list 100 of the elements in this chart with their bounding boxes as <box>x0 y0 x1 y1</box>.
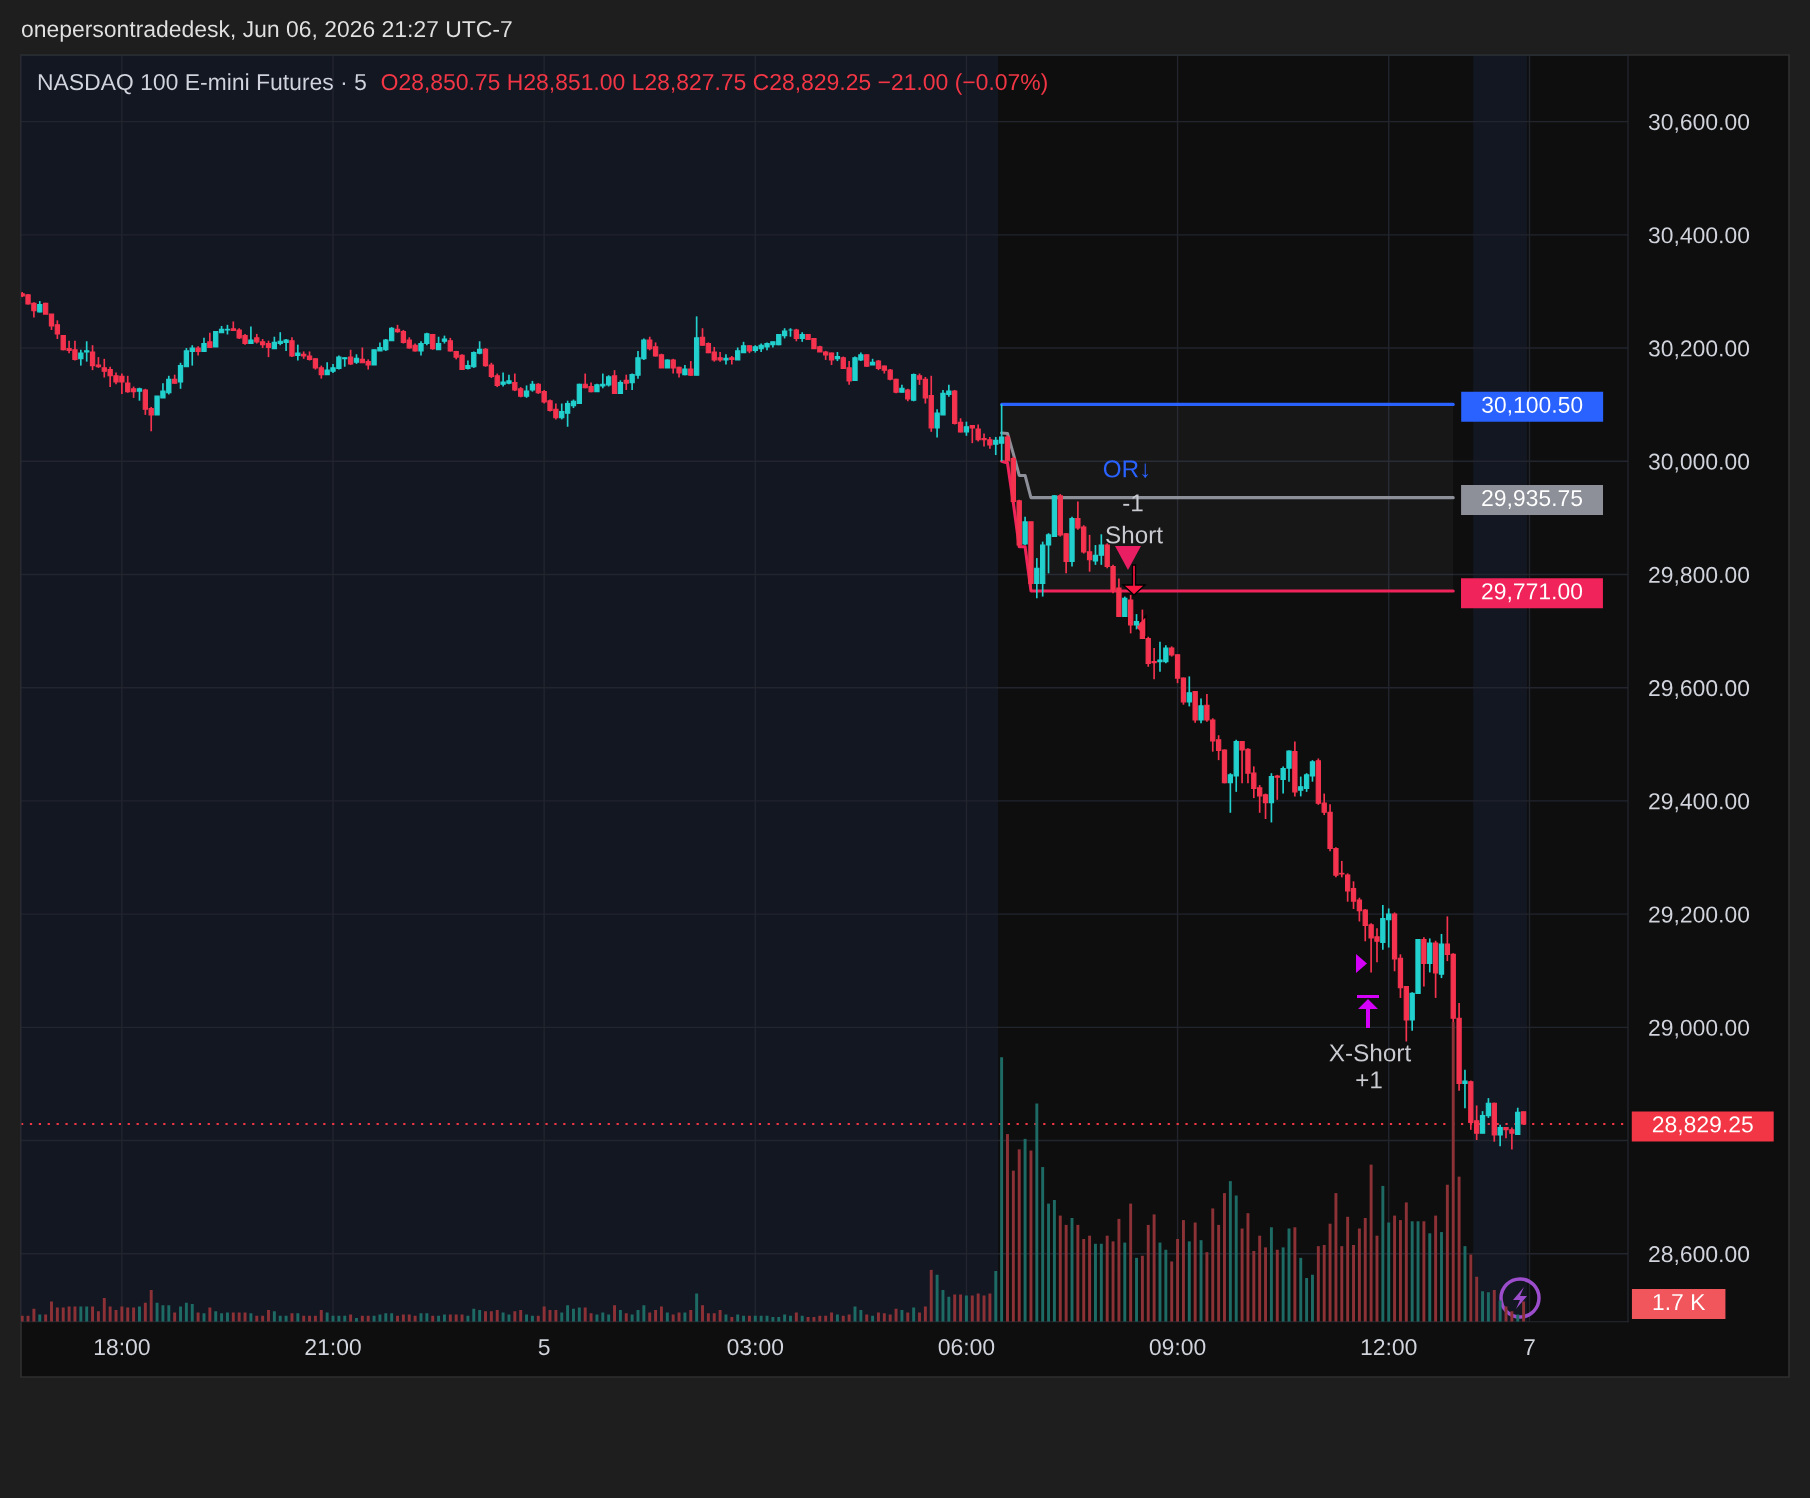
bar <box>1094 1243 1097 1322</box>
bar <box>384 1313 388 1322</box>
candlestick <box>1497 1123 1503 1148</box>
bar <box>1410 1221 1414 1322</box>
candlestick <box>1462 1068 1468 1110</box>
bar <box>701 1305 704 1322</box>
bar <box>501 1312 505 1322</box>
bar <box>1481 1291 1485 1322</box>
candlestick <box>1427 937 1433 974</box>
bar <box>55 1307 59 1322</box>
bar <box>1187 1241 1191 1322</box>
bar <box>654 1310 658 1322</box>
bar <box>21 1315 24 1322</box>
bar <box>126 1307 130 1322</box>
y-tick-label: 29,800.00 <box>1649 566 1750 586</box>
bar <box>1445 1184 1449 1322</box>
bar <box>1006 1134 1009 1322</box>
bar <box>1492 1289 1496 1322</box>
bar <box>683 1312 687 1322</box>
bar <box>267 1310 270 1322</box>
bar <box>1463 1246 1467 1322</box>
bar <box>73 1306 77 1322</box>
bar <box>613 1305 616 1322</box>
bar <box>648 1312 652 1322</box>
bar <box>1164 1249 1168 1322</box>
bar <box>994 1271 998 1322</box>
bar <box>1381 1185 1385 1322</box>
bar <box>96 1311 100 1322</box>
bar <box>1228 1181 1232 1322</box>
y-tick-label: 29,000.00 <box>1649 1019 1750 1039</box>
x-tick-label: 7 <box>1524 1339 1535 1355</box>
bar <box>894 1308 898 1322</box>
bar <box>138 1306 141 1322</box>
bar <box>542 1306 546 1322</box>
y-tick-label: 30,600.00 <box>1648 113 1750 133</box>
bar <box>1457 1176 1461 1322</box>
bar <box>1011 1170 1015 1322</box>
bar <box>959 1294 963 1322</box>
text: NASDAQ 100 E-mini Futures · 5 <box>38 73 366 95</box>
bar <box>243 1312 247 1322</box>
bar <box>513 1311 517 1322</box>
bar <box>1311 1274 1314 1322</box>
bar <box>208 1307 212 1322</box>
bar <box>319 1310 323 1322</box>
bar <box>976 1293 980 1322</box>
bar <box>618 1310 622 1322</box>
x-tick-label: 5 <box>538 1339 550 1356</box>
bar <box>1369 1164 1373 1322</box>
bar <box>1281 1247 1285 1322</box>
bar <box>290 1313 294 1322</box>
bar <box>882 1313 886 1322</box>
bar <box>1181 1220 1185 1322</box>
bar <box>1211 1208 1215 1322</box>
bar <box>876 1312 880 1322</box>
bar <box>231 1312 235 1322</box>
bar <box>1000 1057 1004 1322</box>
annotation: +1 <box>1356 1071 1382 1089</box>
bar <box>1334 1193 1338 1322</box>
bar <box>50 1301 53 1322</box>
bar <box>220 1313 224 1322</box>
bar <box>1099 1243 1103 1322</box>
bar <box>1029 1150 1033 1322</box>
bar <box>1023 1138 1027 1322</box>
x-tick-label: 03:00 <box>727 1338 784 1356</box>
bar <box>1269 1227 1273 1322</box>
bar <box>1123 1242 1127 1322</box>
bar <box>1486 1292 1490 1322</box>
bar <box>1357 1228 1361 1322</box>
bar <box>1205 1252 1209 1322</box>
bar <box>272 1311 276 1322</box>
bar <box>1017 1149 1021 1322</box>
bar <box>143 1302 147 1322</box>
data-label: 30,100.50 <box>1482 396 1583 416</box>
bar <box>1111 1241 1115 1322</box>
bar <box>167 1305 171 1322</box>
candlestick <box>1515 1106 1521 1136</box>
bar <box>1469 1254 1473 1322</box>
y-tick-label: 29,400.00 <box>1649 793 1750 813</box>
bar <box>425 1313 429 1322</box>
bar <box>1170 1261 1174 1322</box>
text: onepersontradedesk, Jun 06, 2026 21:27 UTC-7 <box>21 20 512 42</box>
bar <box>601 1312 605 1322</box>
x-tick-label: 12:00 <box>1361 1338 1417 1356</box>
bar <box>102 1298 106 1322</box>
annotation: Short <box>1106 525 1163 544</box>
bar <box>712 1313 716 1322</box>
bar <box>1105 1235 1109 1322</box>
bar <box>1058 1215 1062 1322</box>
x-tick-label: 21:00 <box>305 1338 361 1356</box>
bar <box>85 1306 89 1322</box>
candlestick <box>84 340 90 363</box>
bar <box>1129 1203 1133 1322</box>
bar <box>495 1310 499 1322</box>
bar <box>519 1310 523 1322</box>
bar <box>1475 1276 1479 1322</box>
data-label: 29,771.00 <box>1482 583 1583 603</box>
bar <box>572 1308 575 1322</box>
bar <box>1328 1223 1332 1322</box>
bar <box>61 1307 65 1322</box>
bar <box>1510 1311 1514 1322</box>
